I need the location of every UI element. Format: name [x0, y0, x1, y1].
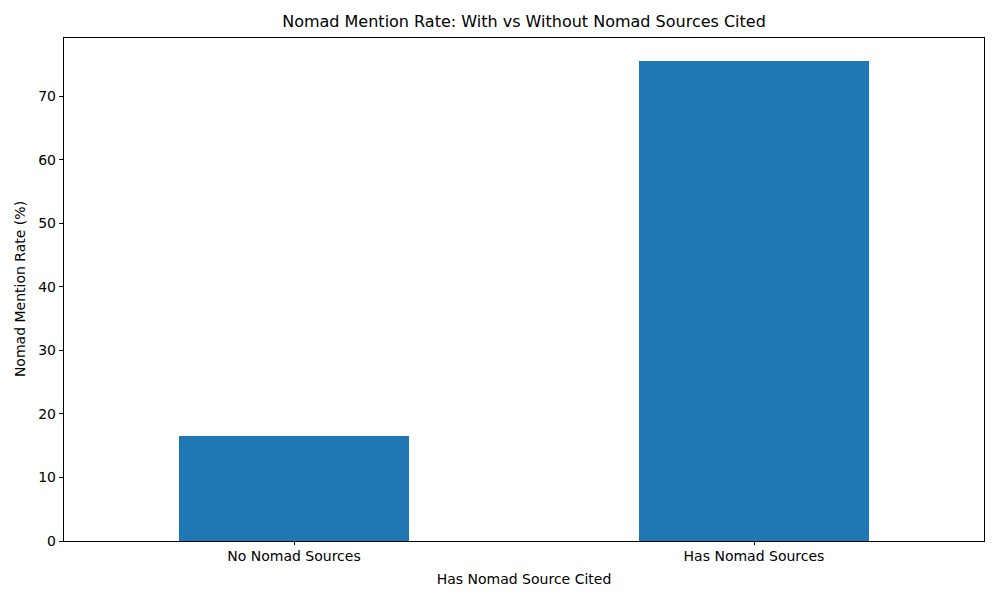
y-tick-mark	[59, 159, 63, 160]
y-tick-mark	[59, 223, 63, 224]
y-tick-mark	[59, 477, 63, 478]
y-tick-mark	[59, 96, 63, 97]
bar-has-nomad-sources	[639, 61, 869, 541]
x-tick-label: No Nomad Sources	[227, 548, 360, 564]
y-tick-label: 60	[38, 152, 56, 168]
x-axis-label: Has Nomad Source Cited	[63, 571, 985, 587]
y-tick-label: 70	[38, 88, 56, 104]
y-tick-mark	[59, 350, 63, 351]
x-tick-label: Has Nomad Sources	[684, 548, 825, 564]
y-tick-label: 0	[47, 533, 56, 549]
y-tick-mark	[59, 413, 63, 414]
y-tick-mark	[59, 541, 63, 542]
x-tick-mark	[294, 541, 295, 545]
plot-area: 010203040506070No Nomad SourcesHas Nomad…	[63, 37, 985, 542]
y-axis-label: Nomad Mention Rate (%)	[12, 201, 28, 377]
bar-no-nomad-sources	[179, 436, 409, 541]
y-tick-label: 20	[38, 406, 56, 422]
y-tick-label: 40	[38, 279, 56, 295]
y-tick-label: 30	[38, 342, 56, 358]
y-tick-label: 10	[38, 469, 56, 485]
y-tick-label: 50	[38, 215, 56, 231]
bar-chart-figure: Nomad Mention Rate: With vs Without Noma…	[0, 0, 1000, 600]
x-tick-mark	[754, 541, 755, 545]
y-tick-mark	[59, 286, 63, 287]
chart-title: Nomad Mention Rate: With vs Without Noma…	[63, 12, 985, 31]
